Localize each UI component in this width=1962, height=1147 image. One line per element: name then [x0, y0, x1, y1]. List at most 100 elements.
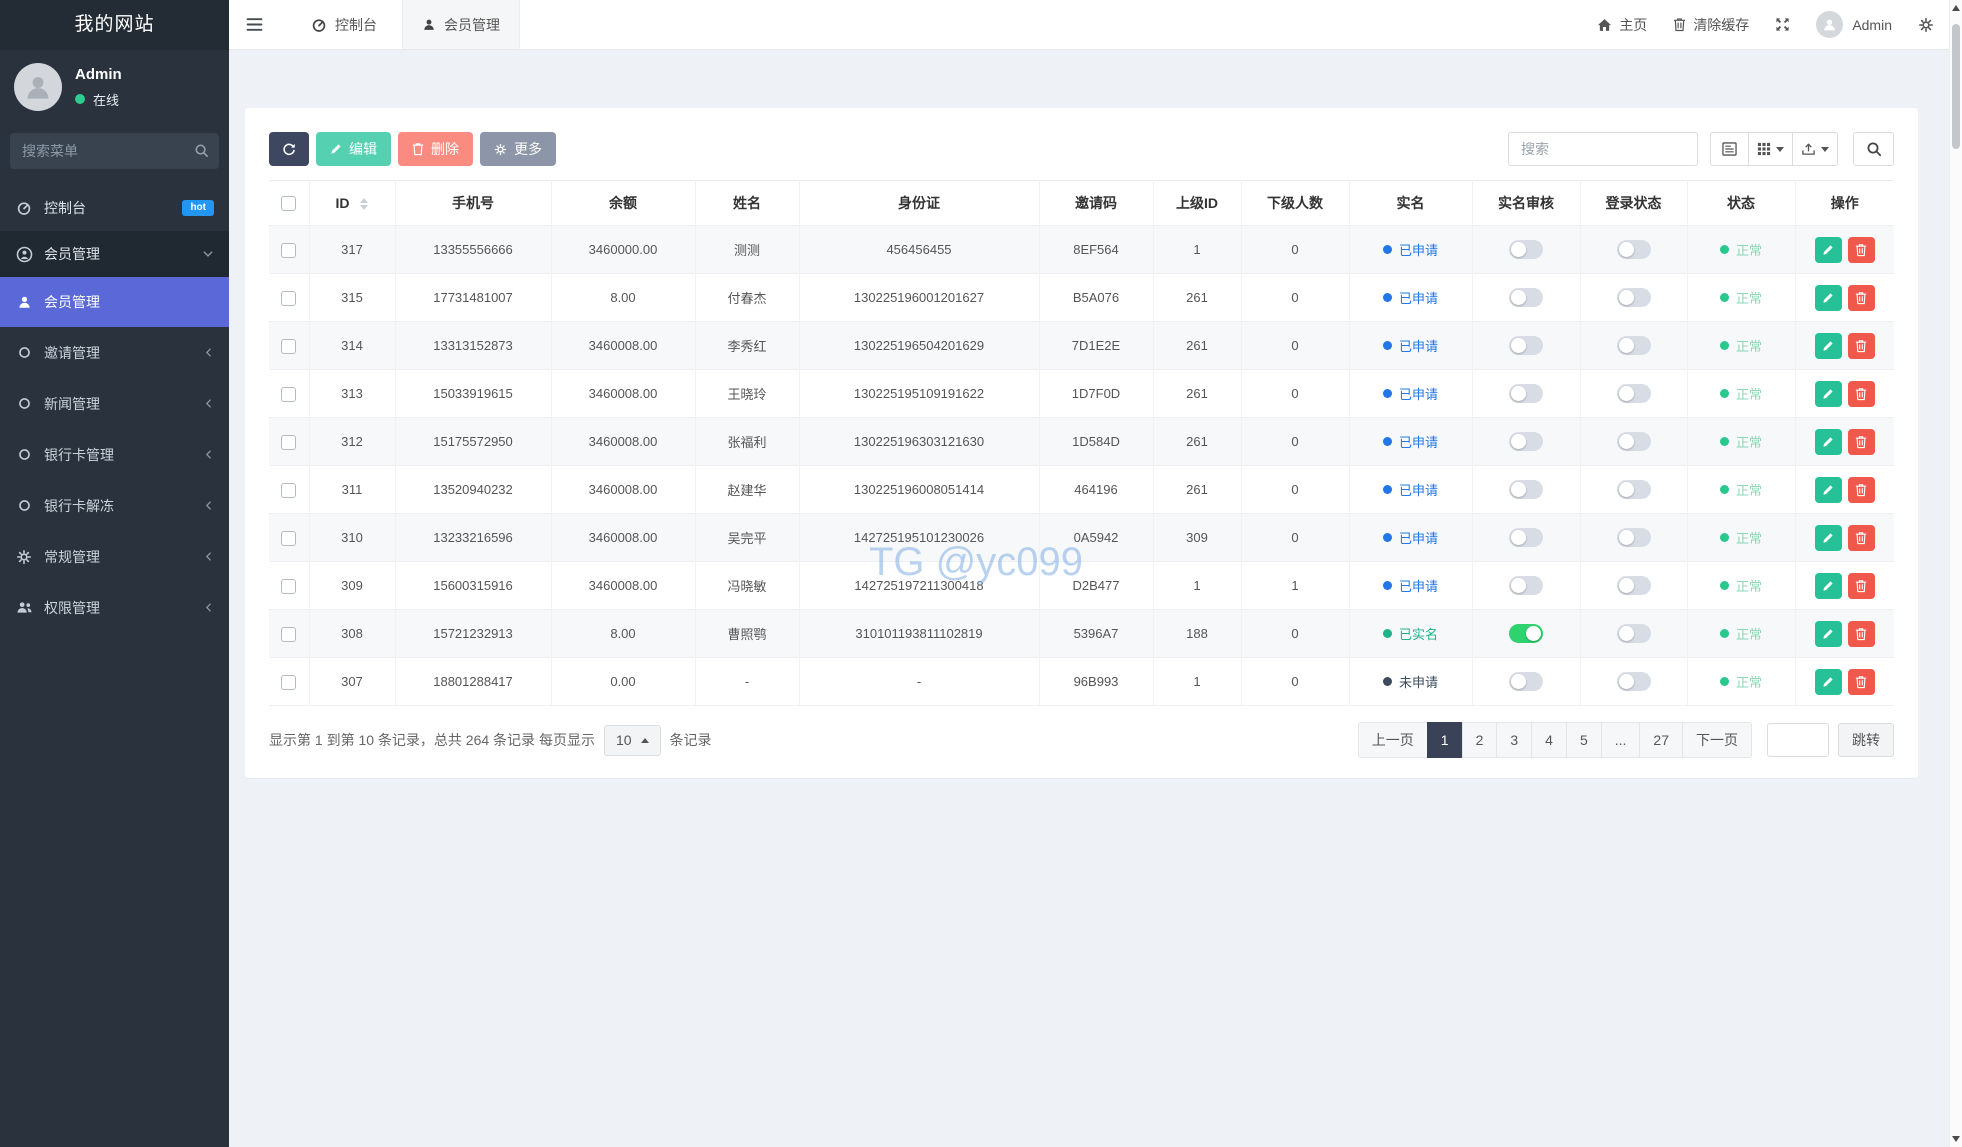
page-next[interactable]: 下一页 [1682, 722, 1752, 758]
real-name-audit-toggle[interactable] [1509, 672, 1543, 691]
export-button[interactable] [1792, 132, 1838, 166]
row-checkbox[interactable] [281, 338, 297, 354]
login-status-toggle[interactable] [1616, 672, 1651, 691]
select-all-checkbox[interactable] [281, 196, 297, 212]
sidebar-item-member-management[interactable]: 会员管理 [0, 277, 229, 327]
row-edit-button[interactable] [1814, 476, 1842, 503]
real-name-audit-toggle[interactable] [1509, 624, 1543, 643]
row-delete-button[interactable] [1847, 524, 1875, 551]
sidebar-item-member-management-parent[interactable]: 会员管理 [0, 231, 229, 277]
login-status-toggle[interactable] [1616, 576, 1651, 595]
real-name-audit-toggle[interactable] [1509, 432, 1543, 451]
row-edit-button[interactable] [1814, 428, 1842, 455]
navbar-user[interactable]: Admin [1816, 11, 1892, 38]
sidebar-item-permission-management[interactable]: 权限管理 [0, 582, 229, 633]
real-name-audit-toggle[interactable] [1509, 528, 1543, 547]
login-status-toggle[interactable] [1616, 240, 1651, 259]
real-name-audit-toggle[interactable] [1509, 336, 1543, 355]
row-edit-button[interactable] [1814, 524, 1842, 551]
real-name-audit-toggle[interactable] [1509, 480, 1543, 499]
page-3[interactable]: 3 [1496, 722, 1533, 758]
row-delete-button[interactable] [1847, 476, 1875, 503]
row-checkbox[interactable] [281, 626, 297, 642]
row-edit-button[interactable] [1814, 620, 1842, 647]
jump-button[interactable]: 跳转 [1838, 723, 1894, 757]
circle-icon [15, 346, 33, 359]
row-checkbox[interactable] [281, 530, 297, 546]
sidebar-item-dashboard[interactable]: 控制台 hot [0, 185, 229, 231]
row-delete-button[interactable] [1847, 332, 1875, 359]
page-5[interactable]: 5 [1565, 722, 1602, 758]
row-edit-button[interactable] [1814, 332, 1842, 359]
sidebar-search-input[interactable] [10, 133, 219, 169]
nav-settings-button[interactable] [1918, 17, 1934, 33]
row-edit-button[interactable] [1814, 668, 1842, 695]
real-name-audit-toggle[interactable] [1509, 384, 1543, 403]
scroll-down-arrow-icon[interactable] [1952, 1136, 1960, 1142]
login-status-toggle[interactable] [1616, 336, 1651, 355]
page-prev[interactable]: 上一页 [1357, 722, 1428, 758]
tab-dashboard[interactable]: 控制台 [292, 0, 396, 49]
login-status-toggle[interactable] [1616, 432, 1651, 451]
login-status-toggle[interactable] [1616, 528, 1651, 547]
page-27[interactable]: 27 [1639, 722, 1683, 758]
refresh-button[interactable] [269, 132, 309, 166]
row-checkbox[interactable] [281, 482, 297, 498]
scrollbar-thumb[interactable] [1952, 24, 1960, 149]
row-delete-button[interactable] [1847, 284, 1875, 311]
login-status-toggle[interactable] [1616, 624, 1651, 643]
column-header-id[interactable]: ID [309, 180, 396, 226]
login-status-toggle[interactable] [1616, 480, 1651, 499]
detail-view-button[interactable] [1710, 132, 1749, 166]
sidebar-item-general-settings[interactable]: 常规管理 [0, 531, 229, 582]
nav-home-link[interactable]: 主页 [1597, 15, 1647, 35]
page-4[interactable]: 4 [1531, 722, 1567, 758]
fullscreen-button[interactable] [1775, 17, 1790, 32]
sidebar-search [10, 133, 219, 169]
delete-button[interactable]: 删除 [398, 132, 473, 166]
status-dot-icon [1719, 341, 1729, 350]
row-delete-button[interactable] [1847, 380, 1875, 407]
row-delete-button[interactable] [1847, 428, 1875, 455]
sidebar-item-bankcard-management[interactable]: 银行卡管理 [0, 429, 229, 480]
search-icon[interactable] [194, 143, 209, 163]
real-name-audit-toggle[interactable] [1509, 288, 1543, 307]
row-delete-button[interactable] [1847, 620, 1875, 647]
row-checkbox[interactable] [281, 434, 297, 450]
row-delete-button[interactable] [1847, 668, 1875, 695]
page-size-select[interactable]: 10 [603, 724, 661, 756]
columns-button[interactable] [1748, 132, 1793, 166]
row-delete-button[interactable] [1847, 572, 1875, 599]
window-scrollbar[interactable] [1949, 0, 1962, 1147]
page-2[interactable]: 2 [1461, 722, 1498, 758]
row-edit-button[interactable] [1814, 572, 1842, 599]
sidebar-item-bankcard-unfreeze[interactable]: 银行卡解冻 [0, 480, 229, 531]
nav-clear-cache-link[interactable]: 清除缓存 [1673, 15, 1749, 35]
scroll-up-arrow-icon[interactable] [1952, 5, 1960, 11]
row-checkbox[interactable] [281, 290, 297, 306]
column-header-phone: 手机号 [395, 180, 552, 226]
real-name-audit-toggle[interactable] [1509, 240, 1543, 259]
sidebar-item-invite-management[interactable]: 邀请管理 [0, 327, 229, 378]
sidebar-toggle-button[interactable] [229, 0, 280, 49]
row-checkbox[interactable] [281, 242, 297, 258]
tab-member-management[interactable]: 会员管理 [402, 0, 520, 49]
jump-page-input[interactable] [1767, 723, 1829, 757]
edit-button[interactable]: 编辑 [316, 132, 391, 166]
row-edit-button[interactable] [1814, 284, 1842, 311]
sidebar-item-news-management[interactable]: 新闻管理 [0, 378, 229, 429]
page-1[interactable]: 1 [1426, 722, 1463, 758]
more-button[interactable]: 更多 [480, 132, 556, 166]
advanced-search-button[interactable] [1853, 132, 1894, 166]
row-checkbox[interactable] [281, 386, 297, 402]
login-status-toggle[interactable] [1616, 384, 1651, 403]
row-checkbox[interactable] [281, 674, 297, 690]
cell-balance: 3460008.00 [551, 321, 696, 370]
real-name-audit-toggle[interactable] [1509, 576, 1543, 595]
row-checkbox[interactable] [281, 578, 297, 594]
row-edit-button[interactable] [1814, 380, 1842, 407]
login-status-toggle[interactable] [1616, 288, 1651, 307]
table-search-input[interactable] [1508, 132, 1698, 166]
row-edit-button[interactable] [1814, 236, 1842, 263]
row-delete-button[interactable] [1847, 236, 1875, 263]
